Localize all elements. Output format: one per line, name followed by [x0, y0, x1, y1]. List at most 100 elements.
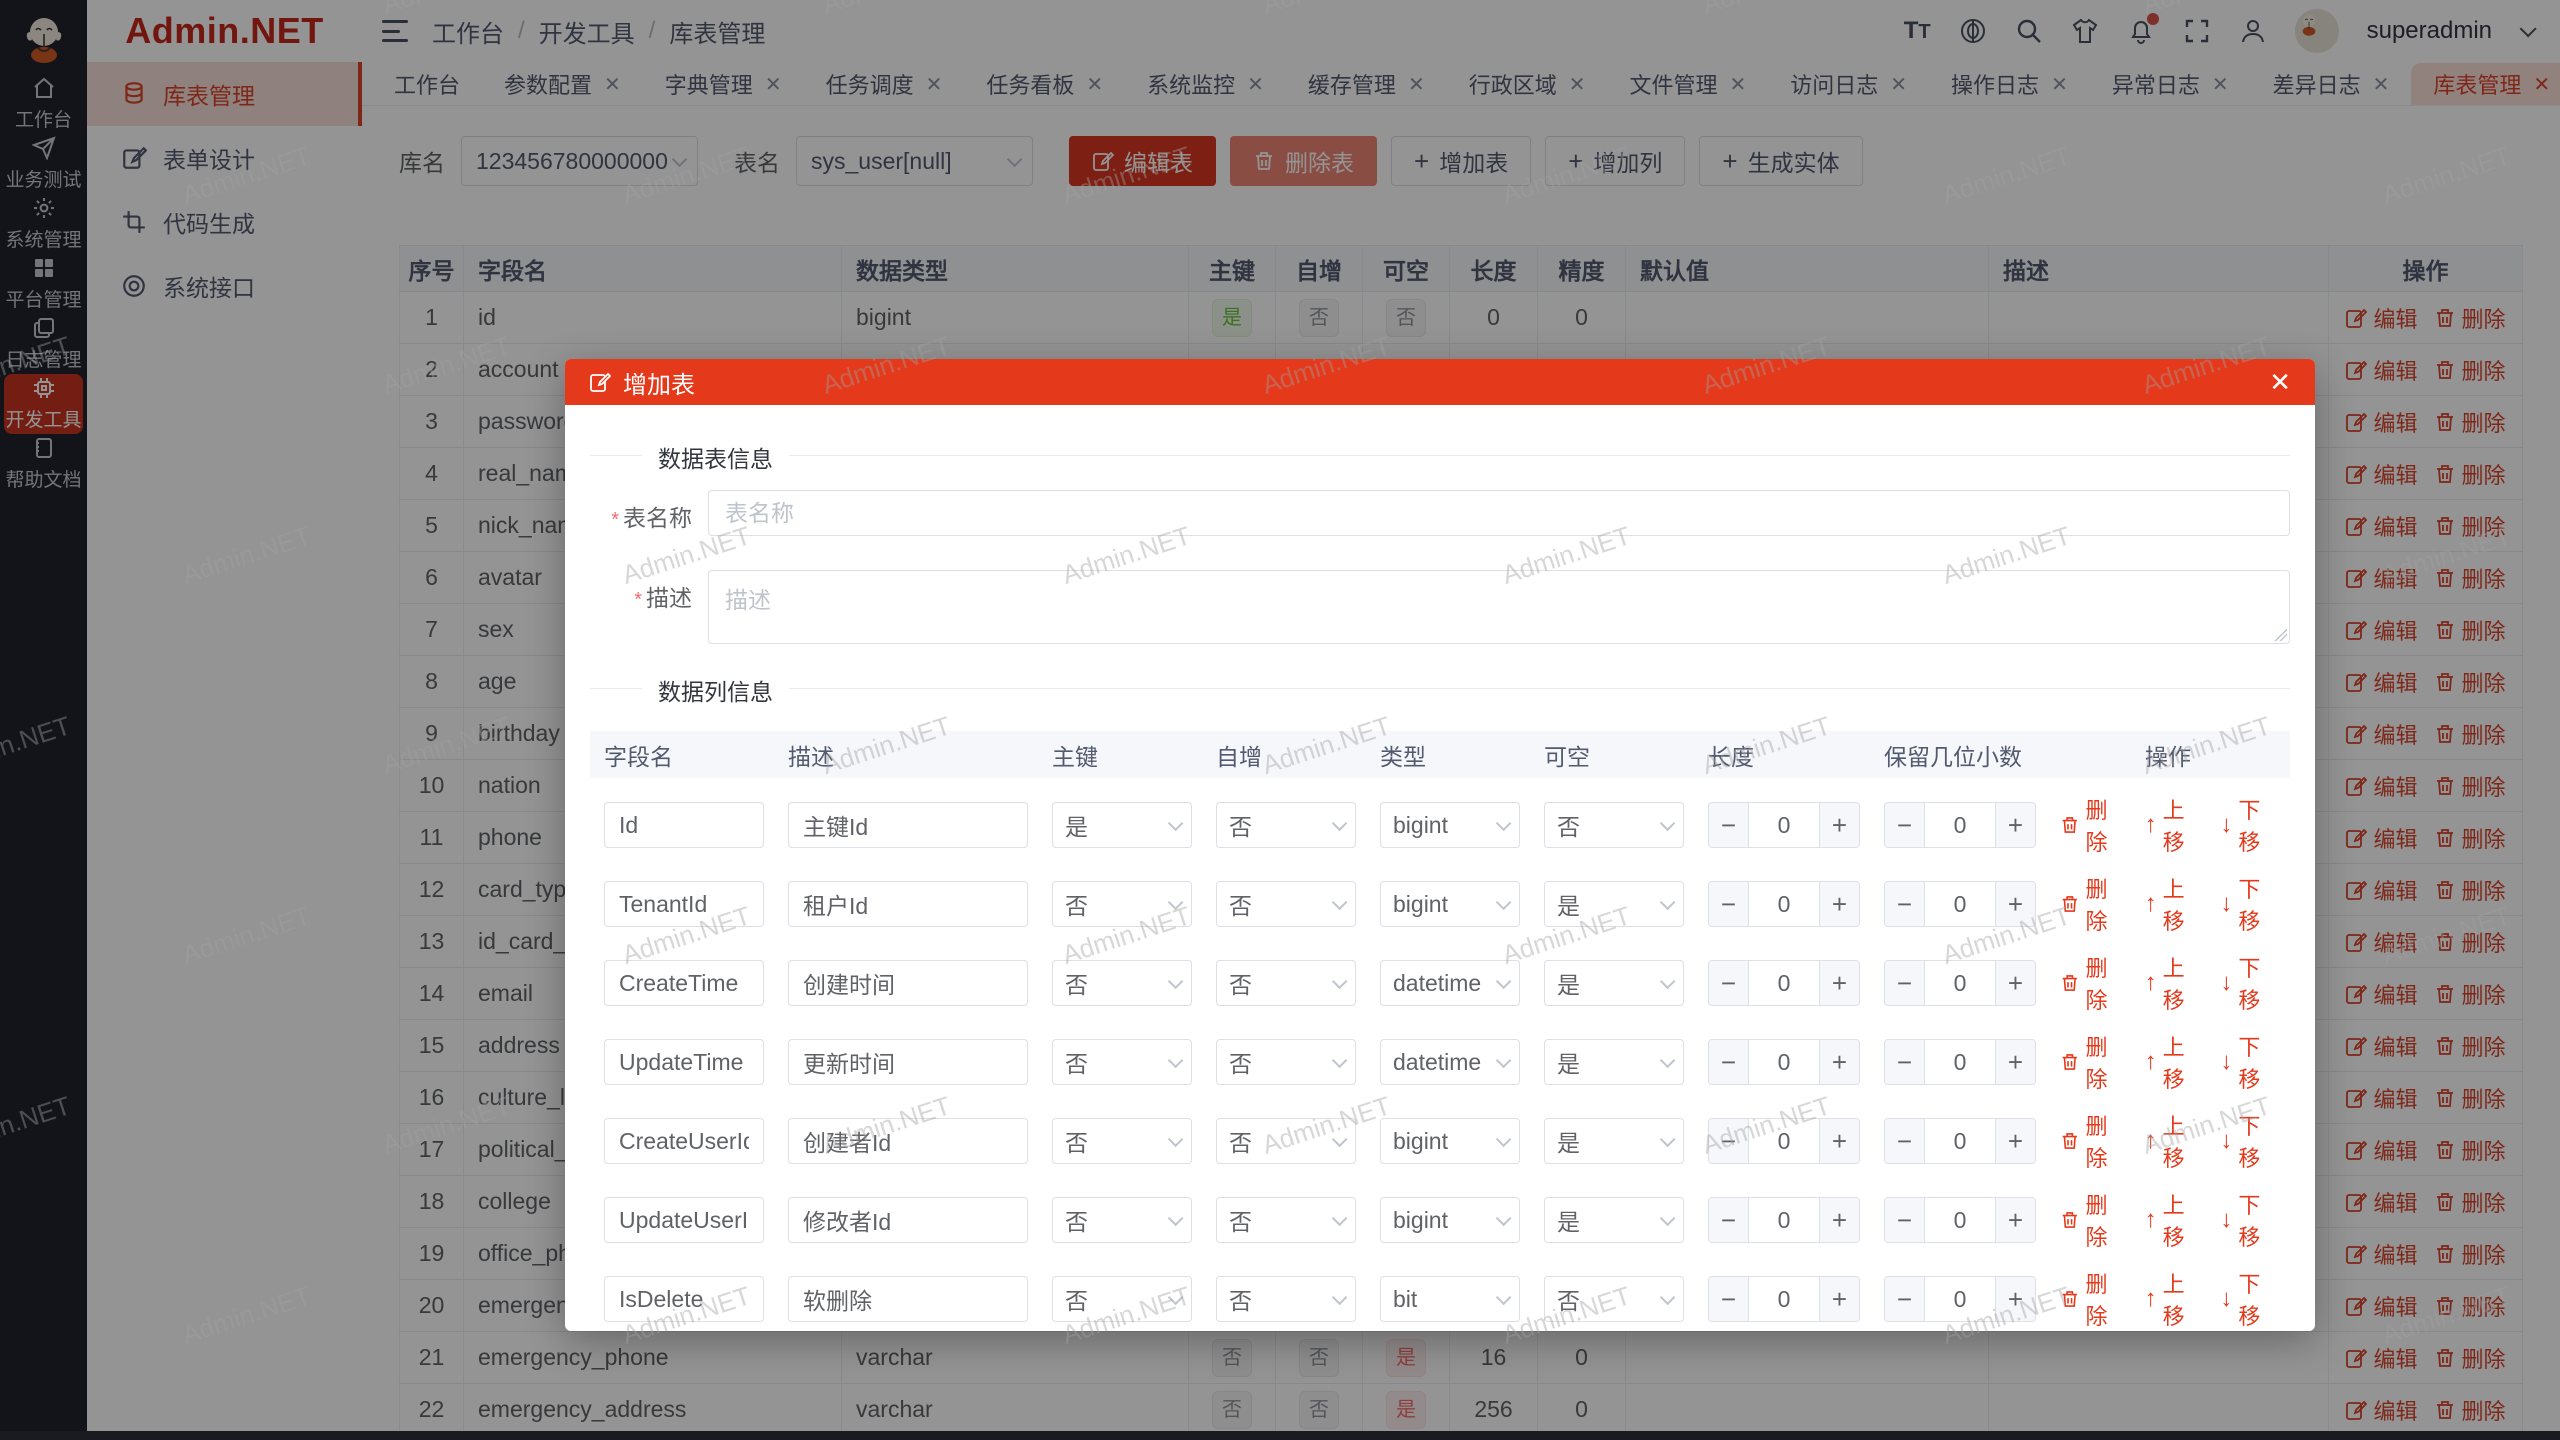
decrease-button[interactable]: −: [1709, 961, 1749, 1005]
breadcrumb-item[interactable]: 库表管理: [669, 20, 766, 48]
pk-select[interactable]: 否: [1052, 1118, 1192, 1164]
autoinc-select[interactable]: 否: [1216, 1118, 1356, 1164]
edit-row-button[interactable]: 编辑: [2345, 666, 2418, 698]
tab-close-icon[interactable]: ✕: [1729, 73, 1747, 96]
edit-row-button[interactable]: 编辑: [2345, 822, 2418, 854]
delete-row-button[interactable]: 删除: [2434, 1134, 2506, 1166]
delete-row-button[interactable]: 删除: [2434, 1030, 2506, 1062]
sidebar-item-业务测试[interactable]: 业务测试: [4, 134, 83, 194]
increase-button[interactable]: +: [1995, 961, 2035, 1005]
field-desc-input[interactable]: [788, 960, 1028, 1006]
notification-icon[interactable]: [2127, 13, 2159, 45]
nullable-select[interactable]: 否: [1544, 1276, 1684, 1322]
submenu-item-表单设计[interactable]: 表单设计: [87, 126, 362, 190]
tab-系统监控[interactable]: 系统监控 ✕: [1125, 63, 1286, 105]
nullable-select[interactable]: 是: [1544, 960, 1684, 1006]
edit-row-button[interactable]: 编辑: [2345, 1342, 2418, 1374]
resize-grip-icon[interactable]: [2273, 627, 2287, 641]
type-select[interactable]: bit: [1380, 1276, 1520, 1322]
increase-button[interactable]: +: [1995, 1040, 2035, 1084]
move-down-button[interactable]: ↓ 下移: [2220, 877, 2261, 934]
tab-库表管理[interactable]: 库表管理 ✕: [2411, 63, 2560, 105]
decrease-button[interactable]: −: [1709, 1198, 1749, 1242]
tab-文件管理[interactable]: 文件管理 ✕: [1607, 63, 1768, 105]
field-desc-input[interactable]: [788, 1197, 1028, 1243]
edit-row-button[interactable]: 编辑: [2345, 1134, 2418, 1166]
toolbar-button-增加列[interactable]: + 增加列: [1545, 136, 1686, 186]
pk-select[interactable]: 否: [1052, 1039, 1192, 1085]
decrease-button[interactable]: −: [1885, 803, 1925, 847]
db-select[interactable]: 123456780000000: [461, 136, 698, 186]
tab-工作台[interactable]: 工作台: [372, 63, 482, 105]
field-name-input[interactable]: [604, 1197, 764, 1243]
language-icon[interactable]: [1959, 17, 1987, 45]
move-up-button[interactable]: ↑ 上移: [2144, 877, 2185, 934]
type-select[interactable]: datetime: [1380, 1039, 1520, 1085]
increase-button[interactable]: +: [1995, 1198, 2035, 1242]
fullscreen-icon[interactable]: [2183, 17, 2211, 45]
edit-row-button[interactable]: 编辑: [2345, 978, 2418, 1010]
tab-操作日志[interactable]: 操作日志 ✕: [1929, 63, 2090, 105]
submenu-item-代码生成[interactable]: 代码生成: [87, 190, 362, 254]
table-desc-textarea[interactable]: [708, 570, 2290, 644]
move-up-button[interactable]: ↑ 上移: [2144, 1035, 2185, 1092]
pk-select[interactable]: 否: [1052, 881, 1192, 927]
sidebar-item-系统管理[interactable]: 系统管理: [4, 194, 83, 254]
toolbar-button-编辑表[interactable]: 编辑表: [1069, 136, 1216, 186]
type-select[interactable]: bigint: [1380, 1118, 1520, 1164]
field-desc-input[interactable]: [788, 1276, 1028, 1322]
autoinc-select[interactable]: 否: [1216, 1197, 1356, 1243]
font-size-icon[interactable]: TT: [1903, 17, 1931, 44]
autoinc-select[interactable]: 否: [1216, 1276, 1356, 1322]
edit-row-button[interactable]: 编辑: [2345, 1186, 2418, 1218]
delete-row-button[interactable]: 删除: [2434, 874, 2506, 906]
increase-button[interactable]: +: [1995, 803, 2035, 847]
table-name-input[interactable]: [708, 490, 2290, 536]
field-name-input[interactable]: [604, 802, 764, 848]
delete-row-button[interactable]: 删除: [2434, 1082, 2506, 1114]
edit-row-button[interactable]: 编辑: [2345, 1290, 2418, 1322]
tab-任务看板[interactable]: 任务看板 ✕: [964, 63, 1125, 105]
autoinc-select[interactable]: 否: [1216, 802, 1356, 848]
edit-row-button[interactable]: 编辑: [2345, 874, 2418, 906]
tab-行政区域[interactable]: 行政区域 ✕: [1447, 63, 1608, 105]
edit-row-button[interactable]: 编辑: [2345, 302, 2418, 334]
field-desc-input[interactable]: [788, 1039, 1028, 1085]
field-name-input[interactable]: [604, 960, 764, 1006]
submenu-item-系统接口[interactable]: 系统接口: [87, 254, 362, 318]
decrease-button[interactable]: −: [1885, 1040, 1925, 1084]
delete-row-button[interactable]: 删除: [2434, 354, 2506, 386]
edit-row-button[interactable]: 编辑: [2345, 770, 2418, 802]
edit-row-button[interactable]: 编辑: [2345, 562, 2418, 594]
move-down-button[interactable]: ↓ 下移: [2220, 798, 2261, 855]
move-up-button[interactable]: ↑ 上移: [2144, 956, 2185, 1013]
tab-close-icon[interactable]: ✕: [1247, 73, 1264, 96]
username[interactable]: superadmin: [2366, 17, 2492, 44]
tab-close-icon[interactable]: ✕: [1890, 73, 1908, 96]
increase-button[interactable]: +: [1995, 882, 2035, 926]
delete-row-button[interactable]: 删除: [2434, 1238, 2506, 1270]
sidebar-item-日志管理[interactable]: 日志管理: [4, 314, 83, 374]
move-up-button[interactable]: ↑ 上移: [2144, 1272, 2185, 1329]
pk-select[interactable]: 否: [1052, 1197, 1192, 1243]
tab-close-icon[interactable]: ✕: [2051, 73, 2068, 96]
delete-row-button[interactable]: 删除: [2434, 770, 2506, 802]
field-name-input[interactable]: [604, 881, 764, 927]
decrease-button[interactable]: −: [1709, 1277, 1749, 1321]
tab-close-icon[interactable]: ✕: [604, 73, 621, 96]
submenu-item-库表管理[interactable]: 库表管理: [87, 62, 362, 126]
autoinc-select[interactable]: 否: [1216, 960, 1356, 1006]
tab-close-icon[interactable]: ✕: [2372, 73, 2390, 96]
move-down-button[interactable]: ↓ 下移: [2220, 1114, 2261, 1171]
profile-icon[interactable]: [2239, 17, 2267, 45]
sidebar-item-工作台[interactable]: 工作台: [4, 74, 83, 134]
nullable-select[interactable]: 是: [1544, 1197, 1684, 1243]
sidebar-item-帮助文档[interactable]: 帮助文档: [4, 434, 83, 494]
type-select[interactable]: bigint: [1380, 802, 1520, 848]
tab-close-icon[interactable]: ✕: [1086, 73, 1104, 96]
app-logo[interactable]: [14, 8, 74, 68]
field-name-input[interactable]: [604, 1276, 764, 1322]
move-down-button[interactable]: ↓ 下移: [2220, 1035, 2261, 1092]
tab-close-icon[interactable]: ✕: [2211, 73, 2229, 96]
delete-row-button[interactable]: 删除: [2434, 1186, 2506, 1218]
